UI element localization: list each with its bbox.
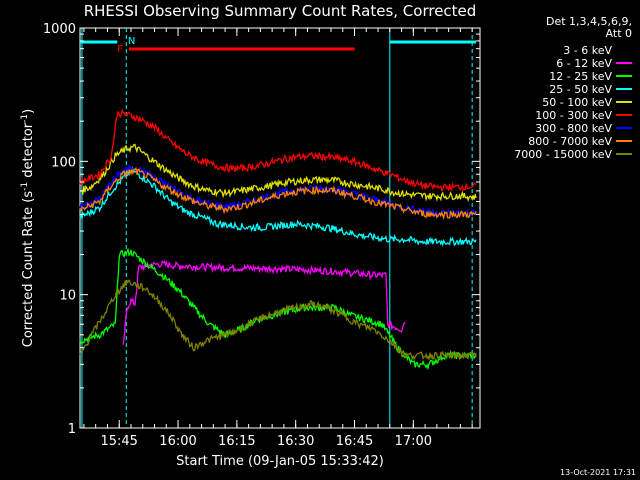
series-line xyxy=(122,259,406,345)
night-flag-label: N xyxy=(128,36,135,47)
chart-title: RHESSI Observing Summary Count Rates, Co… xyxy=(84,2,477,20)
legend-entry-label: 300 - 800 keV xyxy=(535,122,612,135)
y-label-sup2: -1 xyxy=(20,114,30,123)
legend-entry-label: 50 - 100 keV xyxy=(542,96,612,109)
footer-timestamp: 13-Oct-2021 17:31 xyxy=(560,468,636,477)
legend-entry-label: 800 - 7000 keV xyxy=(528,135,612,148)
series-line xyxy=(138,225,387,268)
y-tick-label: 1 xyxy=(68,422,76,437)
y-tick-label: 1000 xyxy=(43,22,76,37)
y-tick-label: 100 xyxy=(51,155,76,170)
series-line xyxy=(79,278,477,362)
x-tick-label: 16:00 xyxy=(159,434,196,449)
y-label-mid: detector xyxy=(21,122,36,182)
x-tick-label: 16:30 xyxy=(277,434,314,449)
legend-entry-label: 3 - 6 keV xyxy=(563,44,612,57)
x-tick-label: 16:45 xyxy=(336,434,373,449)
y-label-sup1: -1 xyxy=(20,182,30,191)
x-axis-label: Start Time (09-Jan-05 15:33:42) xyxy=(176,454,384,469)
x-tick-label: 16:15 xyxy=(218,434,255,449)
legend-entry-label: 6 - 12 keV xyxy=(556,57,612,70)
x-tick-label: 17:00 xyxy=(395,434,432,449)
series-line xyxy=(79,108,477,192)
legend-entry-label: 25 - 50 keV xyxy=(549,83,612,96)
y-tick-label: 10 xyxy=(59,289,76,304)
legend-entry-label: 7000 - 15000 keV xyxy=(514,148,612,161)
legend-entry-label: 100 - 300 keV xyxy=(535,109,612,122)
y-axis-label: Corrected Count Rate (s-1 detector-1) xyxy=(20,109,36,347)
plot-frame xyxy=(79,27,481,429)
series-line xyxy=(79,143,477,203)
y-label-end: ) xyxy=(21,109,36,114)
legend-header: Det 1,3,4,5,6,9, xyxy=(546,15,632,28)
series-line xyxy=(79,165,477,248)
y-label-main: Corrected Count Rate (s xyxy=(21,191,36,348)
flare-flag-label: F xyxy=(117,44,123,55)
x-tick-label: 15:45 xyxy=(100,434,137,449)
legend-header: Att 0 xyxy=(606,27,632,40)
legend-entry-label: 12 - 25 keV xyxy=(549,70,612,83)
series-line xyxy=(79,166,477,221)
